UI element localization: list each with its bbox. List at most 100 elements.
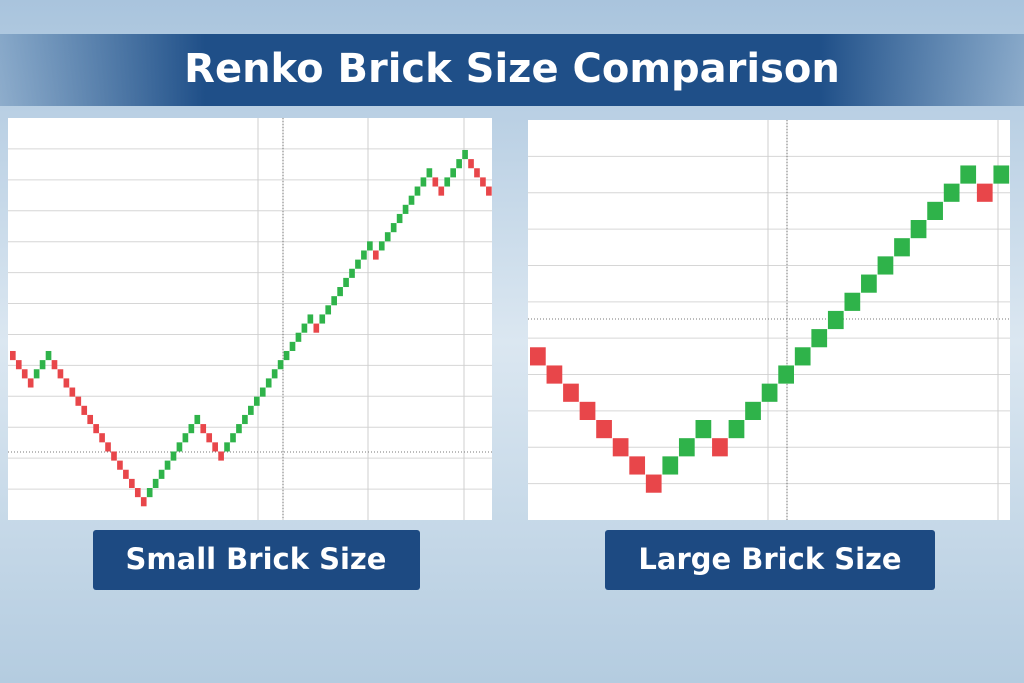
brick (39, 360, 46, 370)
brick (242, 414, 248, 425)
brick (331, 296, 337, 306)
brick (248, 405, 254, 415)
brick (230, 433, 236, 443)
brick (349, 268, 355, 278)
brick (87, 414, 94, 425)
brick (474, 168, 480, 178)
brick (861, 274, 877, 293)
brick (10, 350, 16, 361)
brick (63, 378, 70, 388)
brick (745, 401, 761, 420)
brick (259, 387, 266, 397)
brick (105, 442, 111, 452)
brick (343, 277, 349, 288)
brick (976, 183, 993, 202)
brick (283, 350, 290, 361)
brick (596, 420, 612, 439)
brick (313, 323, 320, 333)
brick (170, 451, 177, 461)
chart-label: Large Brick Size (638, 542, 901, 576)
brick (378, 241, 385, 251)
brick (372, 250, 379, 260)
brick (194, 414, 201, 425)
brick (301, 323, 308, 333)
brick (396, 213, 403, 224)
brick (307, 314, 314, 324)
brick (212, 442, 218, 452)
brick (93, 424, 99, 434)
brick (111, 451, 117, 461)
brick (164, 460, 171, 470)
brick (21, 369, 28, 379)
brick (877, 256, 894, 275)
brick (390, 223, 397, 233)
brick (426, 168, 433, 178)
brick (456, 159, 462, 169)
brick (277, 360, 284, 370)
brick (927, 201, 943, 220)
brick (579, 401, 596, 420)
brick (51, 360, 58, 370)
brick (530, 347, 546, 366)
chart-label: Small Brick Size (126, 542, 387, 576)
brick (289, 341, 296, 351)
brick (367, 241, 373, 251)
brick (468, 159, 474, 169)
brick (943, 183, 960, 202)
title-band (0, 34, 1024, 106)
brick (117, 460, 123, 470)
label-box-right (605, 530, 935, 590)
brick (182, 433, 189, 443)
brick (462, 149, 468, 160)
brick (152, 478, 159, 489)
brick (265, 378, 272, 388)
brick (15, 360, 22, 370)
brick (712, 438, 728, 457)
brick (361, 250, 367, 260)
page-title: Renko Brick Size Comparison (184, 46, 840, 92)
brick (319, 314, 326, 324)
brick (188, 424, 195, 434)
brick (81, 405, 88, 415)
brick (27, 378, 34, 388)
brick (960, 165, 977, 184)
brick (129, 478, 135, 489)
brick (910, 220, 927, 239)
brick (629, 456, 646, 475)
brick (224, 442, 230, 452)
brick (33, 369, 40, 379)
brick (218, 451, 224, 461)
brick (140, 497, 147, 507)
brick (438, 186, 445, 196)
brick (384, 232, 391, 242)
brick (200, 424, 207, 434)
brick (337, 287, 343, 297)
brick (811, 329, 828, 348)
brick (355, 259, 361, 269)
brick (75, 396, 82, 406)
brick (695, 420, 712, 439)
brick (678, 438, 695, 457)
brick (271, 369, 278, 379)
panel-right (528, 120, 1010, 520)
brick (176, 442, 183, 452)
brick (546, 365, 563, 384)
brick (99, 433, 105, 443)
brick (778, 365, 794, 384)
brick (794, 347, 811, 366)
panel-left (8, 118, 492, 520)
brick (158, 469, 165, 479)
brick (57, 369, 64, 379)
brick (420, 177, 427, 187)
brick (662, 456, 679, 475)
brick (325, 305, 332, 315)
brick (253, 396, 260, 406)
brick (761, 383, 778, 402)
brick (414, 186, 421, 196)
brick (146, 488, 153, 498)
brick (993, 165, 1010, 184)
brick (295, 332, 302, 342)
brick (123, 469, 129, 479)
brick (486, 186, 492, 196)
